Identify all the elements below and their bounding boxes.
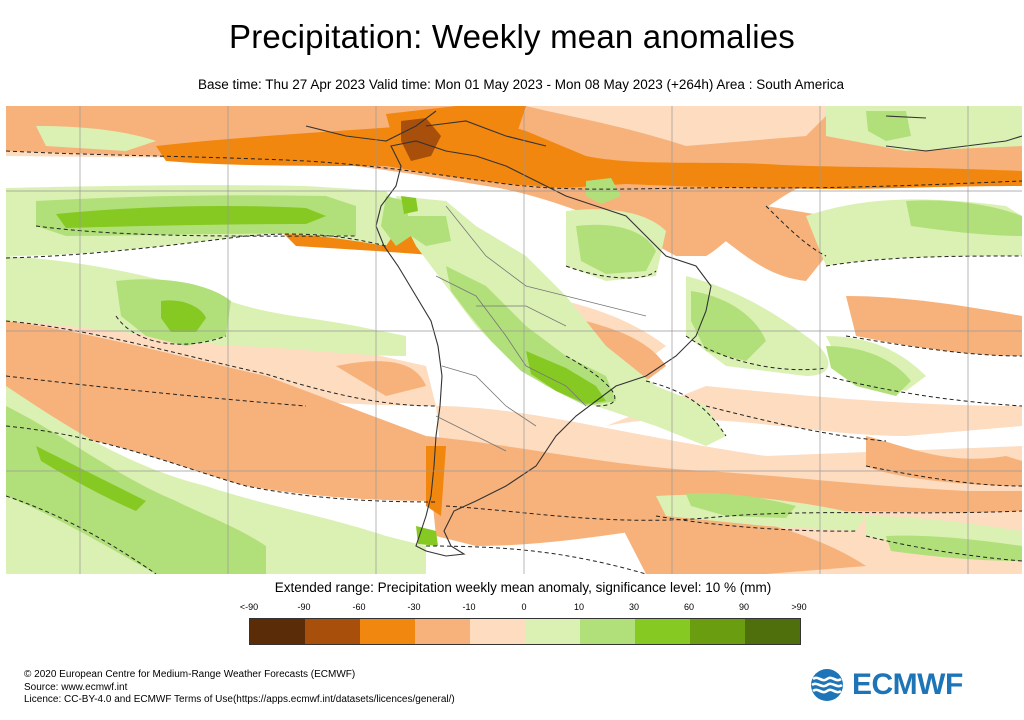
legend-swatch bbox=[635, 619, 690, 644]
legend-swatch bbox=[305, 619, 360, 644]
copyright-text: © 2020 European Centre for Medium-Range … bbox=[24, 669, 356, 680]
chart-subtitle: Base time: Thu 27 Apr 2023 Valid time: M… bbox=[198, 77, 844, 92]
legend-swatch bbox=[580, 619, 635, 644]
legend-swatch bbox=[250, 619, 305, 644]
country-borders bbox=[435, 205, 647, 452]
legend-label: -30 bbox=[407, 602, 421, 612]
legend-label: >90 bbox=[791, 602, 807, 612]
footer-credits: © 2020 European Centre for Medium-Range … bbox=[24, 669, 455, 707]
legend-swatch bbox=[470, 619, 525, 644]
coastlines bbox=[305, 110, 1022, 557]
legend-swatch bbox=[745, 619, 800, 644]
legend-label: 0 bbox=[521, 602, 527, 612]
legend-colorbar bbox=[249, 618, 801, 645]
legend-label: <-90 bbox=[239, 602, 259, 612]
anomaly-map[interactable] bbox=[6, 106, 1022, 574]
legend-label: -10 bbox=[462, 602, 476, 612]
chart-title: Precipitation: Weekly mean anomalies bbox=[228, 18, 796, 55]
legend-label: 60 bbox=[683, 602, 694, 612]
anomaly-map-svg bbox=[6, 106, 1022, 574]
ecmwf-logo-icon bbox=[811, 669, 843, 701]
legend-label: 90 bbox=[738, 602, 749, 612]
ecmwf-logo-text: ECMWF bbox=[852, 668, 963, 701]
strong-positive-areas bbox=[36, 196, 606, 546]
legend-swatch bbox=[360, 619, 415, 644]
legend-title: Extended range: Precipitation weekly mea… bbox=[274, 580, 772, 595]
graticule bbox=[6, 106, 1022, 574]
legend-labels: <-90 -90 -60 -30 -10 0 10 30 60 90 >90 bbox=[222, 602, 828, 616]
source-text[interactable]: Source: www.ecmwf.int bbox=[24, 681, 128, 693]
ecmwf-logo[interactable]: ECMWF bbox=[808, 667, 963, 703]
legend-label: 10 bbox=[573, 602, 584, 612]
licence-text[interactable]: Licence: CC-BY-4.0 and ECMWF Terms of Us… bbox=[24, 694, 455, 705]
legend-label: -90 bbox=[297, 602, 311, 612]
legend-swatch bbox=[525, 619, 580, 644]
legend-label: -60 bbox=[352, 602, 366, 612]
legend-label: 30 bbox=[628, 602, 639, 612]
legend-swatch bbox=[690, 619, 745, 644]
legend-swatch bbox=[415, 619, 470, 644]
